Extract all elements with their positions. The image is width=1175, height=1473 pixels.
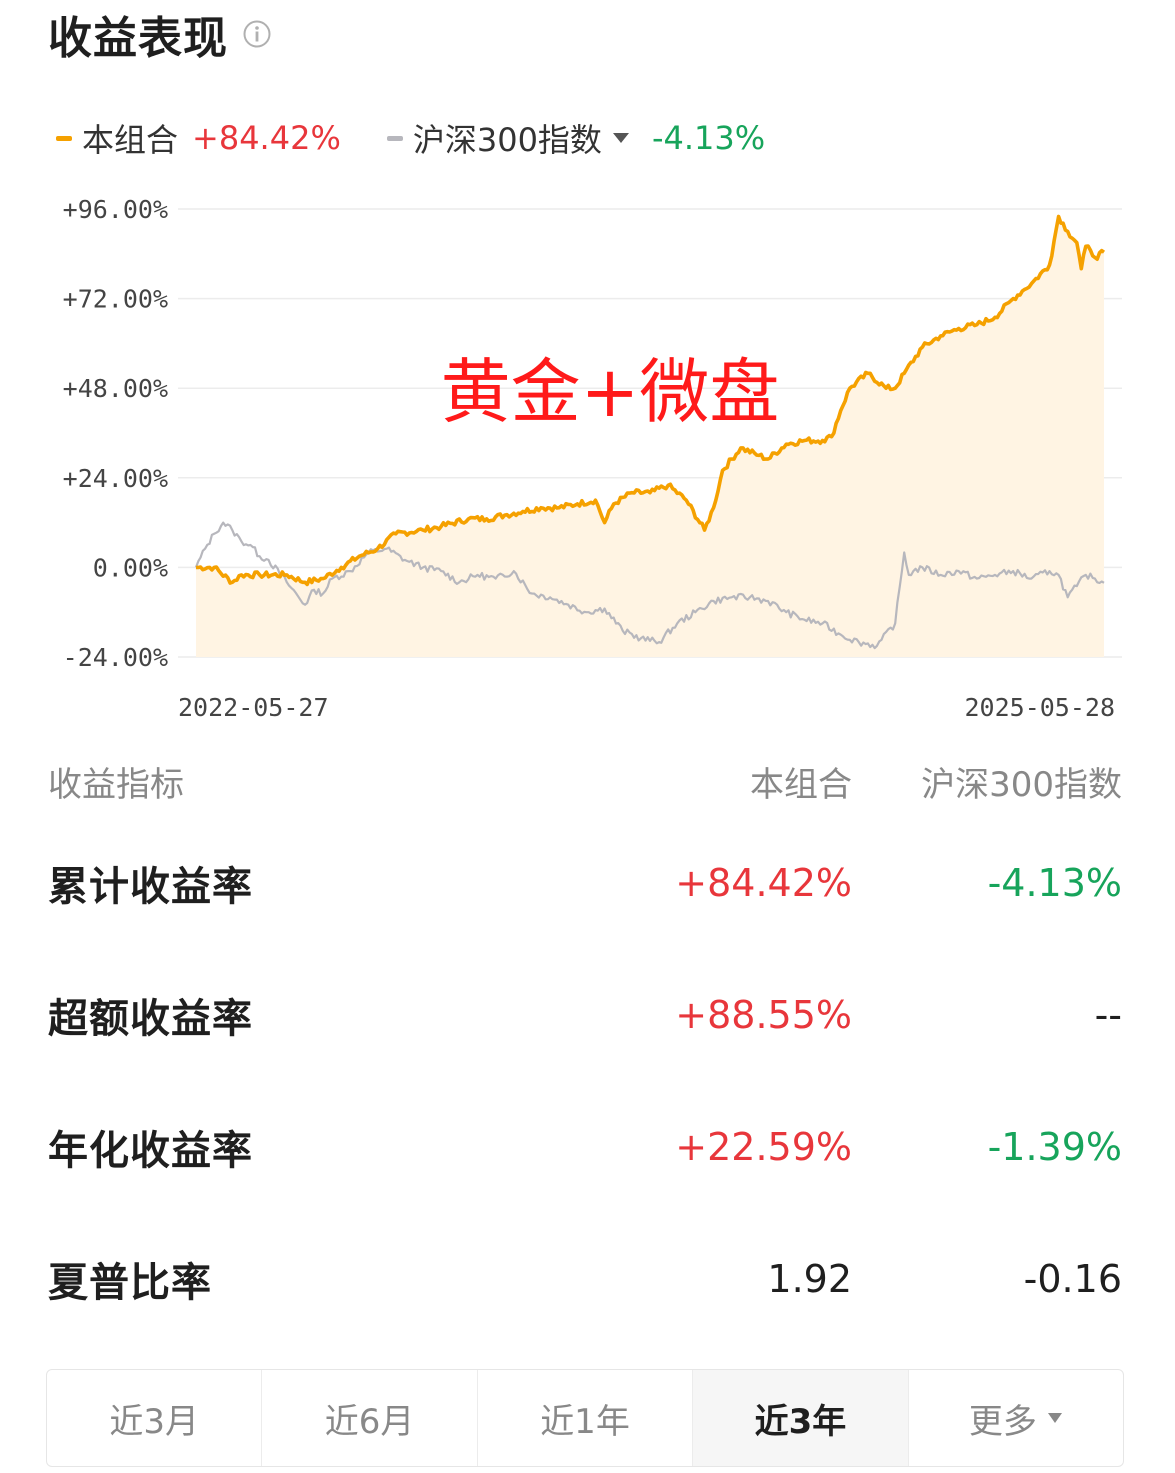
page-title: 收益表现 [48, 13, 228, 64]
metric-label: 夏普比率 [48, 1260, 212, 1306]
portfolio-area [196, 216, 1104, 657]
y-tick-label: -24.00% [63, 643, 168, 672]
tab-4[interactable]: 近3年 [693, 1370, 909, 1466]
benchmark-legend-name[interactable]: 沪深300指数 [412, 121, 602, 159]
period-tabs: 近3月 近6月 近1年 近3年 更多 [46, 1369, 1124, 1467]
tab-label: 近3年 [754, 1401, 847, 1442]
metric-benchmark-value: -- [1094, 993, 1122, 1037]
performance-chart: +96.00% +72.00% +48.00% +24.00% 0.00% -24.00%… [0, 190, 1175, 730]
caret-down-icon [1047, 1413, 1062, 1423]
x-start-label: 2022-05-27 [178, 693, 329, 722]
metric-benchmark-value: -1.39% [987, 1125, 1122, 1169]
benchmark-legend-marker [386, 135, 403, 141]
metric-label: 年化收益率 [48, 1128, 253, 1174]
metric-label: 累计收益率 [48, 864, 253, 910]
caret-down-icon[interactable] [612, 131, 630, 145]
metric-portfolio-value: +88.55% [675, 993, 852, 1037]
title-row: 收益表现 [48, 6, 272, 64]
metrics-header-benchmark: 沪深300指数 [921, 764, 1122, 805]
tab-2[interactable]: 近6月 [262, 1370, 478, 1466]
chart-svg: +96.00% +72.00% +48.00% +24.00% 0.00% -24.00%… [63, 195, 1122, 722]
y-tick-label: 0.00% [93, 553, 168, 582]
metric-row: 夏普比率 1.92 -0.16 [48, 1213, 1122, 1345]
tab-5[interactable]: 更多 [909, 1370, 1123, 1466]
y-tick-label: +96.00% [63, 195, 168, 224]
tab-label: 更多 [968, 1401, 1037, 1442]
chart-legend: 本组合 +84.42% 沪深300指数 -4.13% [56, 112, 765, 164]
metric-portfolio-value: +84.42% [675, 861, 852, 905]
tab-1[interactable]: 近3月 [47, 1370, 263, 1466]
portfolio-legend-name: 本组合 [82, 121, 179, 159]
metric-portfolio-value: 1.92 [767, 1257, 852, 1301]
metric-portfolio-value: +22.59% [675, 1125, 852, 1169]
y-tick-label: +24.00% [63, 464, 168, 493]
benchmark-legend-value: -4.13% [651, 119, 766, 157]
tab-3[interactable]: 近1年 [478, 1370, 694, 1466]
benchmark-series-line [194, 521, 1105, 650]
portfolio-legend-marker [56, 135, 72, 141]
metrics-header-portfolio: 本组合 [750, 764, 852, 805]
watermark-text: 黄金+微盘 [441, 351, 780, 433]
info-icon[interactable] [242, 19, 272, 49]
metric-row: 超额收益率 +88.55% -- [48, 949, 1122, 1081]
metric-row: 年化收益率 +22.59% -1.39% [48, 1081, 1122, 1213]
x-end-label: 2025-05-28 [964, 693, 1115, 722]
metric-benchmark-value: -4.13% [987, 861, 1122, 905]
tab-label: 近3月 [109, 1401, 200, 1442]
metric-label: 超额收益率 [48, 996, 253, 1042]
metrics-rows: 累计收益率 +84.42% -4.13% 超额收益率 +88.55% -- 年化收益率 +22… [48, 817, 1122, 1345]
metrics-header-label: 收益指标 [48, 764, 184, 805]
metrics-table: 收益指标 本组合 沪深300指数 累计收益率 +84.42% -4.13% 超额收益率… [48, 745, 1122, 1345]
tab-label: 近6月 [324, 1401, 415, 1442]
y-tick-label: +48.00% [63, 374, 168, 403]
metrics-header-row: 收益指标 本组合 沪深300指数 [48, 745, 1122, 817]
metric-row: 累计收益率 +84.42% -4.13% [48, 817, 1122, 949]
portfolio-series-line [195, 214, 1106, 587]
portfolio-legend-value: +84.42% [192, 119, 341, 157]
tab-label: 近1年 [540, 1401, 630, 1442]
metric-benchmark-value: -0.16 [1023, 1257, 1122, 1301]
y-tick-label: +72.00% [63, 285, 168, 314]
